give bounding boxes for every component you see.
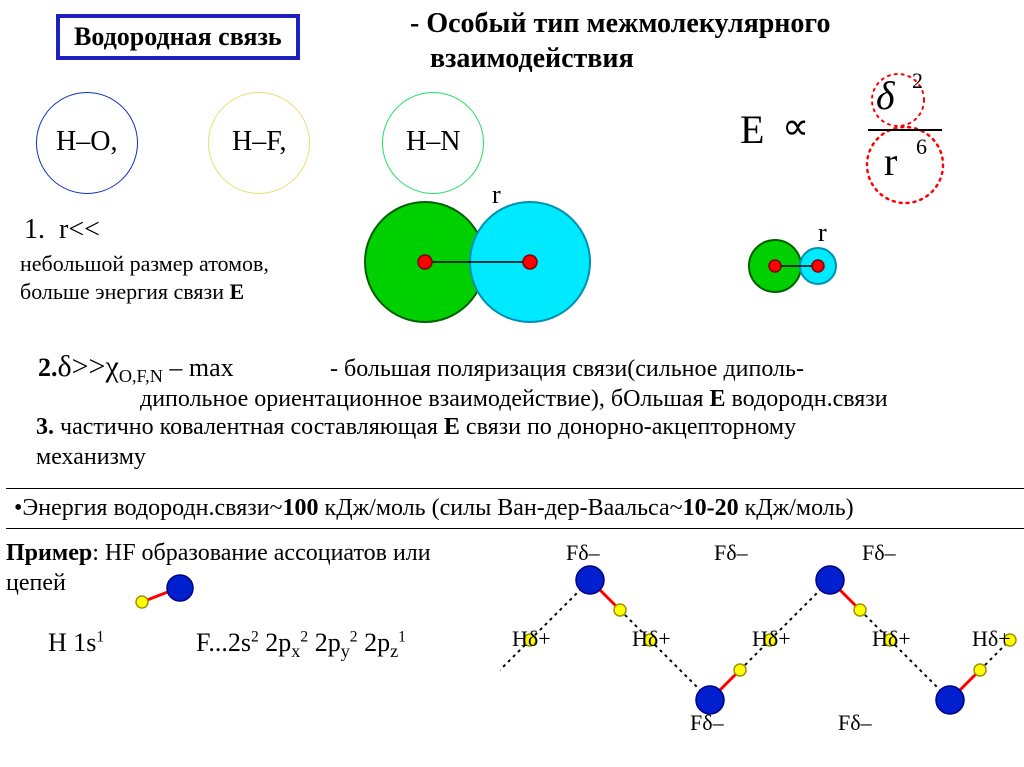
cfg-F-a: F...2s: [196, 628, 251, 657]
p1-num-t: 1.: [24, 214, 45, 245]
cfg-F-s4: 1: [398, 628, 406, 645]
p2-t3: водородн.связи: [726, 386, 888, 412]
p2-chi: χ: [105, 350, 118, 383]
cfg-F-z: z: [390, 641, 398, 661]
cfg-F-s1: 2: [251, 628, 259, 645]
p2-num: 2.: [38, 353, 58, 382]
example: Пример: HF образование ассоциатов или: [6, 540, 431, 567]
energy-b: 100: [283, 495, 319, 521]
p2-t2: дипольное ориентационное взаимодействие)…: [140, 386, 710, 412]
energy-a: •Энергия водородн.связи~: [14, 495, 283, 521]
p2: 2.δ>>χO,F,N – max: [38, 350, 234, 387]
cfg-F-y: y: [341, 641, 350, 661]
r-label-1: r: [492, 180, 501, 210]
p3-c: механизму: [36, 444, 146, 471]
Hmid-1: Hδ+: [632, 626, 671, 652]
p3-E: E: [444, 414, 460, 440]
Fbot-0: Fδ–: [690, 710, 724, 736]
cfg-F-c: 2p: [308, 628, 341, 657]
cfg-F-b: 2p: [259, 628, 292, 657]
Hmid-3: Hδ+: [872, 626, 911, 652]
p1-body: небольшой размер атомов, больше энергия …: [20, 250, 269, 305]
energy-d: 10-20: [683, 495, 739, 521]
Ftop-2: Fδ–: [862, 540, 896, 566]
cfg-H-t: H 1s: [48, 628, 96, 657]
Ftop-0: Fδ–: [566, 540, 600, 566]
atom-diagram: [0, 0, 1024, 400]
Hmid-2: Hδ+: [752, 626, 791, 652]
p1-num: 1. r<<: [24, 214, 100, 246]
p3: 3. частично ковалентная составляющая E с…: [36, 414, 796, 441]
example-2: цепей: [6, 570, 66, 597]
p1-E: E: [229, 279, 244, 304]
p2-E: E: [710, 386, 726, 412]
p2-t2-wrap: дипольное ориентационное взаимодействие)…: [140, 386, 888, 413]
energy-e: кДж/моль): [739, 495, 854, 521]
p1-l1: небольшой размер атомов,: [20, 250, 269, 278]
Fbot-1: Fδ–: [838, 710, 872, 736]
p1-l2: больше энергия связи: [20, 279, 229, 304]
p2-t1: - большая поляризация связи(сильное дипо…: [330, 356, 804, 383]
p3-b: связи по донорно-акцепторному: [460, 414, 796, 440]
cfg-H: H 1s1: [48, 628, 104, 658]
p1-l2-wrap: больше энергия связи E: [20, 278, 269, 306]
r-label-2: r: [818, 218, 827, 248]
p2-delta: δ>>: [58, 350, 106, 383]
example-pre: Пример: [6, 540, 92, 566]
p2-sub: O,F,N: [119, 366, 163, 386]
p3-a: частично ковалентная составляющая: [54, 414, 444, 440]
p1-sym: r<<: [59, 214, 100, 245]
Hmid-0: Hδ+: [512, 626, 551, 652]
p2-max: – max: [163, 353, 234, 382]
p3-num: 3.: [36, 414, 54, 440]
Hmid-4: Hδ+: [972, 626, 1011, 652]
Ftop-1: Fδ–: [714, 540, 748, 566]
energy-box: •Энергия водородн.связи~100 кДж/моль (си…: [6, 488, 1024, 529]
cfg-F-s3: 2: [350, 628, 358, 645]
cfg-F: F...2s2 2px2 2py2 2pz1: [196, 628, 406, 662]
energy-c: кДж/моль (силы Ван-дер-Ваальса~: [319, 495, 683, 521]
hf-small-molecule: [130, 574, 210, 614]
example-txt: : HF образование ассоциатов или: [92, 540, 430, 566]
cfg-F-d: 2p: [358, 628, 391, 657]
cfg-H-sup: 1: [96, 628, 104, 645]
